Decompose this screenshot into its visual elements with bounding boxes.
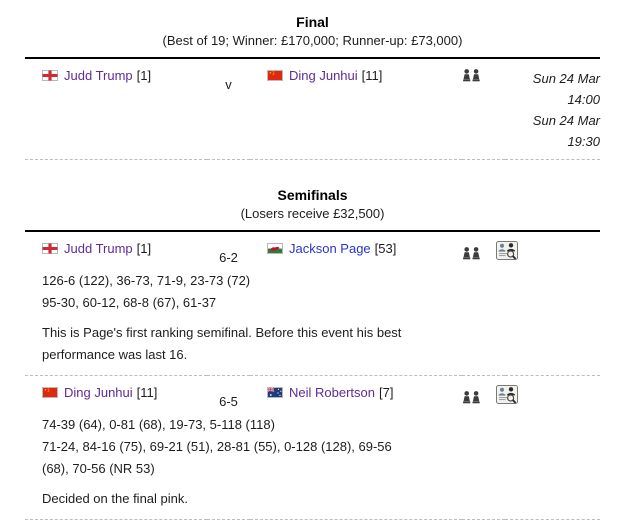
semifinal2-match-row: Ding Junhui [11] 6-5 Neil Robertson [7] bbox=[25, 376, 600, 410]
frame-scores-line: 71-24, 84-16 (75), 69-21 (51), 28-81 (55… bbox=[42, 439, 392, 454]
final-icons-cell bbox=[462, 58, 505, 160]
section-subtitle-final: (Best of 19; Winner: £170,000; Runner-up… bbox=[162, 33, 463, 48]
section-subtitle-semifinals: (Losers receive £32,500) bbox=[240, 206, 385, 221]
score-label: 6-5 bbox=[219, 394, 238, 409]
wales-flag-icon bbox=[267, 242, 283, 257]
sf1-score-cell: 6-2 bbox=[207, 231, 250, 265]
sf1-player2-cell: Jackson Page [53] bbox=[250, 231, 462, 265]
session-time: Sun 24 Mar 19:30 bbox=[532, 113, 600, 149]
sf1-player1-cell: Judd Trump [1] bbox=[25, 231, 207, 265]
score-label: v bbox=[225, 77, 232, 92]
section-title-semifinals: Semifinals bbox=[277, 187, 348, 203]
player2-link[interactable]: Neil Robertson bbox=[289, 385, 375, 400]
sf2-score-cell: 6-5 bbox=[207, 376, 250, 409]
semifinal1-match-row: Judd Trump [1] 6-2 Jackson Page [53] bbox=[25, 231, 600, 265]
england-flag-icon bbox=[42, 242, 58, 257]
frame-scores-line: 95-30, 60-12, 68-8 (67), 61-37 bbox=[42, 295, 217, 310]
final-player2-cell: Ding Junhui [11] bbox=[250, 58, 462, 160]
head-to-head-icon[interactable] bbox=[462, 247, 485, 263]
frame-scores-line: 74-39 (64), 0-81 (68), 19-73, 5-118 (118… bbox=[42, 417, 275, 432]
head-to-head-icon[interactable] bbox=[462, 391, 485, 407]
section-title-final: Final bbox=[296, 14, 329, 30]
match-details-icon[interactable] bbox=[493, 241, 519, 263]
frame-scores: 74-39 (64), 0-81 (68), 19-73, 5-118 (118… bbox=[25, 409, 600, 480]
sf1-icons-cell bbox=[462, 231, 600, 265]
session-time: Sun 24 Mar 14:00 bbox=[532, 71, 600, 107]
match-note: Decided on the final pink. bbox=[25, 480, 600, 520]
player2-seed: [7] bbox=[379, 385, 394, 400]
player2-seed: [53] bbox=[374, 241, 397, 256]
final-table: Judd Trump [1] v Ding Junhui [11] Sun 24 M… bbox=[25, 57, 600, 160]
final-score-cell: v bbox=[207, 58, 250, 160]
player1-seed: [11] bbox=[136, 385, 158, 400]
semifinals-table: Judd Trump [1] 6-2 Jackson Page [53] bbox=[25, 230, 600, 520]
match-note-line: Decided on the final pink. bbox=[42, 491, 188, 506]
player2-seed: [11] bbox=[361, 68, 383, 83]
match-note: This is Page's first ranking semifinal. … bbox=[25, 314, 600, 376]
final-match-row: Judd Trump [1] v Ding Junhui [11] Sun 24 M… bbox=[25, 58, 600, 160]
match-note-line: performance was last 16. bbox=[42, 347, 188, 362]
player1-link[interactable]: Ding Junhui bbox=[64, 385, 133, 400]
player1-seed: [1] bbox=[136, 241, 152, 256]
match-note-line: This is Page's first ranking semifinal. … bbox=[42, 325, 402, 340]
frame-scores-line: (68), 70-56 (NR 53) bbox=[42, 461, 155, 476]
semifinal2-frames-row: 74-39 (64), 0-81 (68), 19-73, 5-118 (118… bbox=[25, 409, 600, 480]
score-label: 6-2 bbox=[219, 250, 238, 265]
china-flag-icon bbox=[42, 386, 58, 401]
final-sessions-cell: Sun 24 Mar 14:00 Sun 24 Mar 19:30 bbox=[505, 58, 600, 160]
player2-link[interactable]: Jackson Page bbox=[289, 241, 371, 256]
player1-link[interactable]: Judd Trump bbox=[64, 241, 133, 256]
player1-link[interactable]: Judd Trump bbox=[64, 68, 133, 83]
semifinal2-note-row: Decided on the final pink. bbox=[25, 480, 600, 520]
frame-scores: 126-6 (122), 36-73, 71-9, 23-73 (72) 95-… bbox=[25, 265, 600, 314]
player1-seed: [1] bbox=[136, 68, 152, 83]
frame-scores-line: 126-6 (122), 36-73, 71-9, 23-73 (72) bbox=[42, 273, 251, 288]
sf2-player1-cell: Ding Junhui [11] bbox=[25, 376, 207, 410]
final-player1-cell: Judd Trump [1] bbox=[25, 58, 207, 160]
results-page: Final (Best of 19; Winner: £170,000; Run… bbox=[25, 14, 600, 520]
england-flag-icon bbox=[42, 69, 58, 84]
semifinal1-frames-row: 126-6 (122), 36-73, 71-9, 23-73 (72) 95-… bbox=[25, 265, 600, 314]
player2-link[interactable]: Ding Junhui bbox=[289, 68, 358, 83]
sf2-icons-cell bbox=[462, 376, 600, 410]
australia-flag-icon bbox=[267, 386, 283, 401]
semifinal1-note-row: This is Page's first ranking semifinal. … bbox=[25, 314, 600, 376]
final-section: Final (Best of 19; Winner: £170,000; Run… bbox=[25, 14, 600, 160]
head-to-head-icon[interactable] bbox=[462, 69, 481, 85]
china-flag-icon bbox=[267, 69, 283, 84]
semifinals-section: Semifinals (Losers receive £32,500) Judd… bbox=[25, 187, 600, 520]
sf2-player2-cell: Neil Robertson [7] bbox=[250, 376, 462, 410]
match-details-icon[interactable] bbox=[493, 385, 519, 407]
